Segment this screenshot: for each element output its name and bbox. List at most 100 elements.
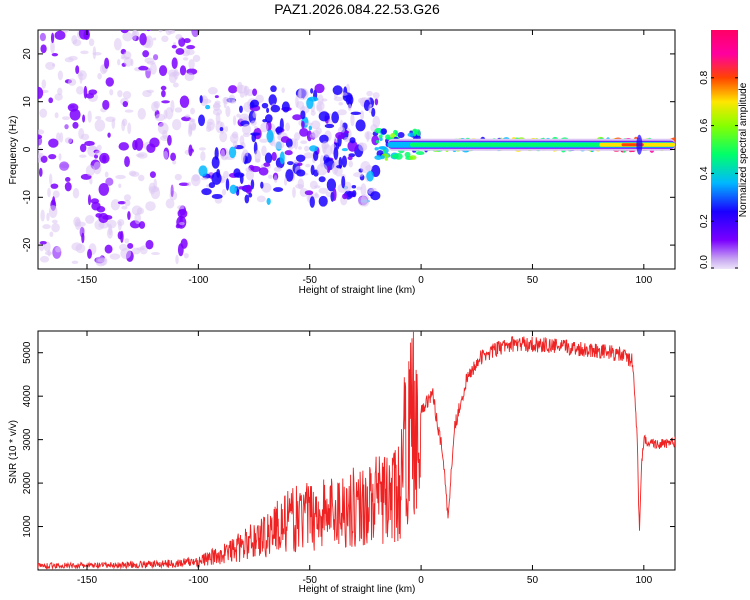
spectral-blob: [79, 154, 87, 158]
spectral-blob: [264, 152, 273, 164]
spectral-blob: [174, 173, 182, 181]
spectral-blob: [229, 184, 238, 195]
spectral-blob: [207, 121, 213, 126]
spectral-blob: [294, 138, 299, 150]
spectral-blob: [118, 183, 122, 189]
spectral-blob: [270, 104, 281, 113]
spectral-blob: [379, 137, 383, 142]
spectral-blob: [64, 137, 73, 144]
spectral-blob: [57, 70, 64, 81]
spectral-blob: [120, 30, 130, 34]
spectral-blob: [240, 152, 246, 163]
spectral-blob: [358, 142, 368, 152]
x-tick-label: -150: [77, 275, 97, 286]
spectral-blob: [137, 152, 148, 159]
spectral-blob: [145, 201, 156, 212]
spectral-blob: [139, 33, 147, 46]
spectral-blob: [54, 93, 63, 101]
spectral-blob: [95, 116, 102, 120]
y-tick-label: 1000: [22, 515, 33, 538]
spectral-blob: [175, 254, 179, 265]
spectral-blob: [38, 129, 45, 135]
spectral-blob: [148, 182, 156, 195]
spectral-blob: [170, 100, 175, 113]
spectral-blob: [191, 123, 197, 131]
y-tick-label: 2000: [22, 472, 33, 495]
spectral-blob: [228, 94, 236, 104]
spectral-blob: [158, 30, 163, 33]
x-tick-label: -100: [188, 575, 208, 586]
spectral-blob: [341, 155, 348, 168]
snr-plot-area: [38, 331, 675, 570]
spectral-blob: [335, 131, 346, 140]
spectral-blob: [104, 57, 110, 69]
spectral-blob: [59, 161, 70, 171]
spectral-blob: [38, 86, 44, 99]
spectral-blob: [117, 231, 123, 240]
spectral-blob: [52, 190, 60, 198]
spectral-blob: [283, 177, 288, 186]
spectral-blob: [372, 92, 380, 99]
spectral-blob: [248, 192, 253, 198]
spectral-blob: [250, 132, 261, 136]
spectral-blob: [318, 111, 330, 122]
spectral-blob: [64, 124, 69, 130]
spectral-blob: [222, 170, 230, 179]
spectral-blob: [364, 130, 373, 140]
spectral-blob: [105, 177, 114, 186]
y-tick-label: 4000: [22, 385, 33, 408]
spectral-blob: [250, 179, 255, 190]
spectral-blob: [349, 137, 356, 144]
spectral-blob: [110, 199, 121, 211]
spectral-blob: [67, 78, 77, 86]
spectral-blob: [308, 125, 313, 131]
spectral-blob: [160, 85, 167, 91]
spectral-blob: [304, 190, 314, 196]
spectral-blob: [326, 166, 331, 173]
spectral-blob: [50, 40, 55, 54]
spectral-blob: [297, 88, 309, 100]
spectral-blob: [199, 95, 203, 104]
spectral-blob: [273, 166, 282, 172]
spectral-blob: [40, 209, 45, 222]
spectral-blob: [185, 49, 195, 56]
spectral-blob: [55, 246, 62, 253]
spectral-blob: [337, 109, 347, 116]
spectral-blob: [347, 140, 358, 152]
spectral-blob: [332, 188, 337, 201]
spectral-blob: [64, 181, 72, 192]
spectral-blob: [153, 54, 159, 61]
spectral-blob: [366, 170, 374, 182]
spectral-blob: [123, 194, 132, 202]
spectrogram-y-label: Frequency (Hz): [8, 116, 19, 185]
spectral-blob: [212, 103, 222, 109]
spectral-blob: [366, 90, 373, 97]
spectral-blob: [79, 71, 83, 84]
spectral-blob: [379, 146, 387, 150]
spectral-blob: [46, 212, 50, 222]
spectral-blob: [157, 122, 169, 135]
x-tick-label: -50: [303, 275, 318, 286]
spectral-blob: [49, 23, 56, 29]
spectral-blob: [183, 38, 191, 44]
spectral-blob: [72, 121, 79, 129]
spectral-blob: [89, 177, 93, 185]
spectral-blob: [293, 132, 301, 141]
spectral-blob: [93, 161, 102, 175]
spectral-blob: [188, 58, 195, 70]
spectral-blob: [78, 30, 90, 40]
spectral-blob: [314, 83, 325, 94]
spectral-blob: [268, 94, 277, 106]
spectral-blob: [350, 111, 362, 116]
spectral-blob: [254, 158, 261, 163]
spectral-blob: [49, 173, 53, 186]
x-tick-label: -150: [77, 575, 97, 586]
snr-x-ticks: -150 -100 -50 0 50 100: [77, 331, 653, 586]
spectral-blob: [179, 65, 187, 76]
spectral-blob: [338, 101, 344, 106]
spectral-blob: [205, 124, 212, 133]
spectral-blob: [174, 107, 183, 113]
spectral-blob: [91, 201, 101, 211]
spectral-blob: [201, 188, 212, 196]
spectral-blob: [115, 174, 126, 180]
